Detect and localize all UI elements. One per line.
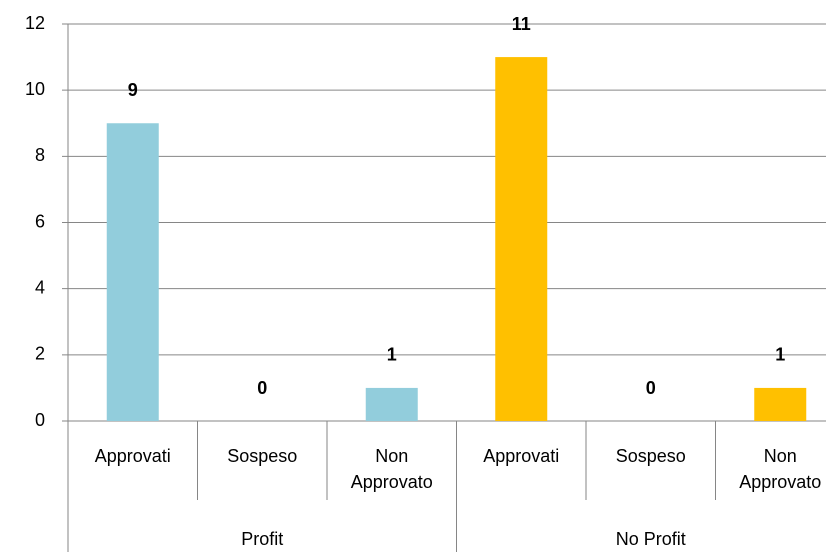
- data-label: 0: [257, 378, 267, 398]
- data-label: 0: [646, 378, 656, 398]
- x-tick-label: Approvati: [483, 446, 560, 466]
- data-label: 1: [387, 345, 397, 365]
- bar: [365, 387, 418, 421]
- x-tick-label: Sospeso: [615, 446, 686, 466]
- bar: [106, 123, 159, 421]
- data-label: 11: [512, 14, 531, 34]
- y-tick-label: 2: [35, 344, 45, 364]
- y-tick-label: 6: [35, 211, 45, 231]
- y-tick-label: 0: [35, 410, 45, 430]
- y-tick-label: 8: [35, 145, 45, 165]
- x-tick-label: Sospeso: [227, 446, 298, 466]
- data-label: 1: [775, 345, 785, 365]
- y-tick-label: 4: [35, 277, 45, 297]
- x-tick-label: Non Approvato: [350, 446, 433, 492]
- data-label: 9: [128, 80, 138, 100]
- group-label: No Profit: [616, 529, 686, 549]
- x-tick-label: Approvati: [94, 446, 171, 466]
- x-tick-label: Non Approvato: [739, 446, 822, 492]
- y-tick-label: 10: [25, 79, 45, 99]
- bar: [754, 387, 807, 421]
- y-tick-label: 12: [25, 13, 45, 33]
- group-label: Profit: [241, 529, 283, 549]
- bar: [495, 57, 548, 421]
